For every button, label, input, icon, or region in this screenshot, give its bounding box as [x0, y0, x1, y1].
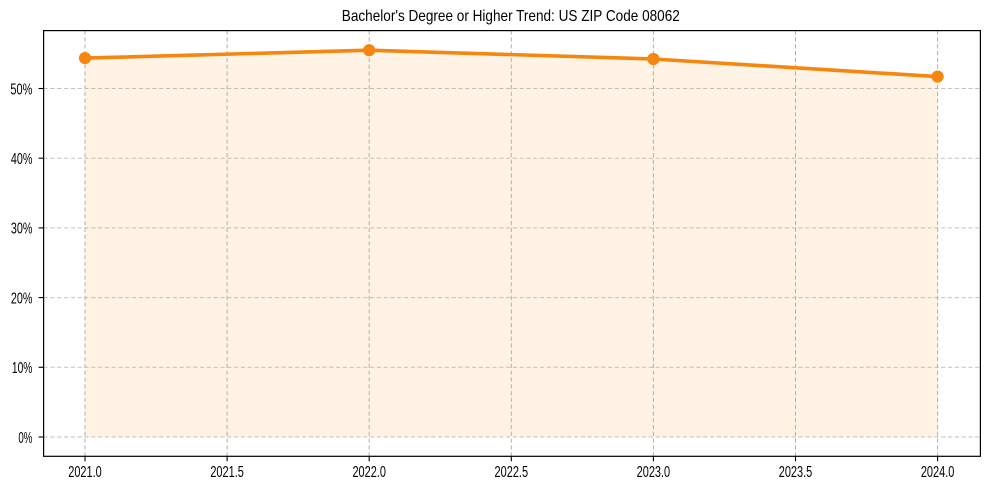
svg-text:40%: 40% — [11, 151, 33, 168]
svg-text:2022.0: 2022.0 — [352, 464, 386, 481]
svg-text:2022.5: 2022.5 — [495, 464, 529, 481]
svg-text:2023.0: 2023.0 — [637, 464, 671, 481]
svg-text:30%: 30% — [11, 221, 33, 238]
svg-text:20%: 20% — [11, 290, 33, 307]
svg-text:10%: 10% — [12, 360, 33, 377]
svg-text:2024.0: 2024.0 — [921, 464, 955, 481]
svg-text:Bachelor's Degree or Higher Tr: Bachelor's Degree or Higher Trend: US ZI… — [342, 8, 680, 25]
svg-text:2021.0: 2021.0 — [68, 464, 102, 481]
svg-text:0%: 0% — [18, 430, 32, 447]
svg-text:50%: 50% — [10, 81, 32, 98]
svg-text:2021.5: 2021.5 — [210, 464, 244, 481]
svg-text:2023.5: 2023.5 — [779, 464, 813, 481]
